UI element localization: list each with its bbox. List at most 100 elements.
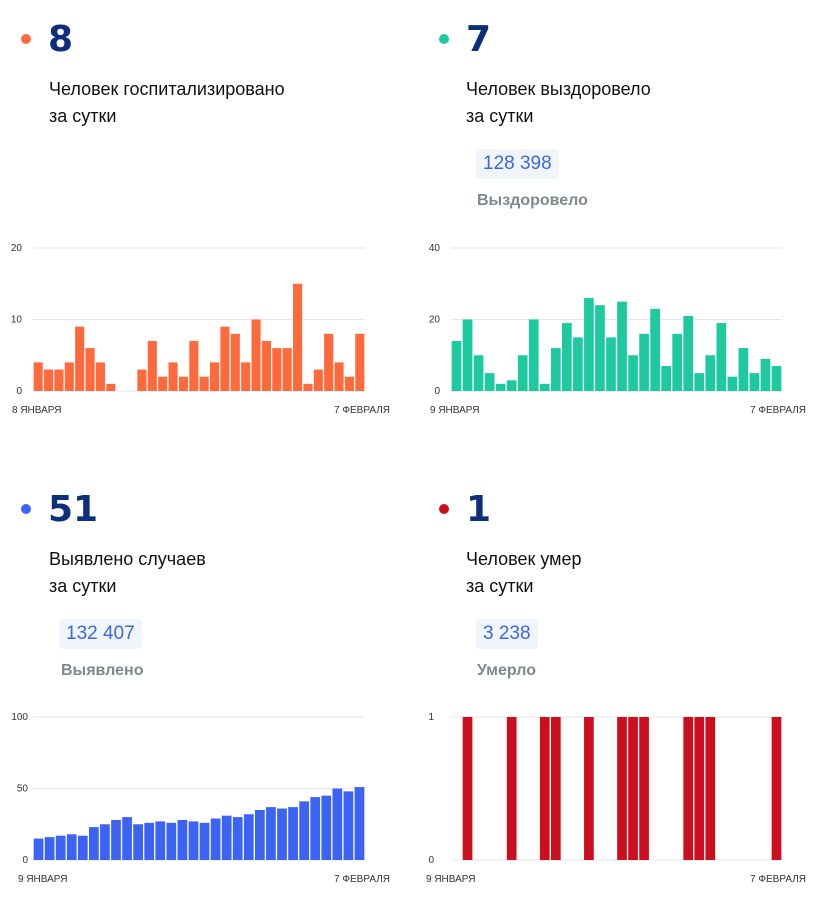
bar bbox=[324, 333, 334, 391]
bar bbox=[166, 822, 177, 860]
bar bbox=[133, 824, 143, 860]
bar bbox=[189, 340, 199, 391]
bar bbox=[243, 814, 254, 860]
hospitalized-daily-number: 8 bbox=[48, 19, 74, 60]
recovered-dot bbox=[439, 34, 449, 44]
bar bbox=[344, 376, 354, 391]
bar bbox=[595, 305, 605, 391]
x-start-label: 8 ЯНВАРЯ bbox=[12, 405, 61, 416]
bar bbox=[705, 355, 716, 391]
bar bbox=[683, 315, 694, 391]
y-tick-label: 0 bbox=[428, 855, 434, 866]
deaths-chart: 0 1 9 ЯНВАРЯ 7 ФЕВРАЛЯ bbox=[426, 712, 806, 885]
y-tick-label: 40 bbox=[429, 243, 441, 254]
bar bbox=[137, 369, 147, 391]
x-end-label: 7 ФЕВРАЛЯ bbox=[334, 874, 390, 885]
bar bbox=[584, 717, 594, 860]
bar bbox=[199, 822, 210, 860]
bar bbox=[282, 348, 292, 391]
bar bbox=[220, 326, 230, 391]
y-tick-label: 50 bbox=[17, 784, 29, 795]
bar bbox=[85, 348, 95, 391]
deaths-panel: 1 Человек умер за сутки 3 238 Умерло 0 1 9… bbox=[418, 470, 818, 906]
bar bbox=[321, 795, 332, 860]
bar bbox=[334, 362, 344, 391]
bar bbox=[310, 797, 321, 860]
bar bbox=[617, 717, 627, 860]
bar bbox=[628, 355, 638, 391]
bar bbox=[199, 376, 209, 391]
bar bbox=[100, 824, 110, 860]
recovered-caption-line1: Человек выздоровело bbox=[466, 79, 651, 99]
bar bbox=[55, 835, 66, 860]
bar bbox=[354, 787, 365, 860]
bar bbox=[355, 333, 365, 391]
bar bbox=[484, 373, 495, 392]
deaths-total-value: 3 238 bbox=[476, 619, 538, 649]
cases-total-value: 132 407 bbox=[59, 619, 142, 649]
hospitalized-panel: 8 Человек госпитализировано за сутки 0 10… bbox=[0, 0, 400, 440]
bar bbox=[251, 319, 261, 391]
bar bbox=[550, 717, 561, 860]
bar bbox=[210, 362, 220, 391]
bar bbox=[462, 717, 473, 860]
bar bbox=[293, 283, 303, 391]
bar bbox=[639, 333, 649, 391]
cases-caption-line2: за сутки bbox=[49, 576, 117, 596]
bar bbox=[64, 362, 74, 391]
bar bbox=[517, 355, 528, 391]
bar bbox=[299, 801, 309, 860]
recovered-total-value: 128 398 bbox=[476, 149, 559, 179]
bar bbox=[54, 369, 64, 391]
cases-total-label: Выявлено bbox=[61, 662, 144, 679]
bar bbox=[716, 323, 727, 391]
bar bbox=[230, 333, 240, 391]
bar bbox=[628, 717, 638, 860]
bar bbox=[639, 717, 649, 860]
y-tick-label: 100 bbox=[11, 712, 28, 723]
deaths-caption-line1: Человек умер bbox=[466, 549, 582, 569]
y-tick-label: 20 bbox=[429, 315, 441, 326]
bar bbox=[95, 362, 105, 391]
hospitalized-chart: 0 10 20 8 ЯНВАРЯ 7 ФЕВРАЛЯ bbox=[11, 243, 390, 416]
bar bbox=[539, 383, 550, 391]
bar bbox=[44, 837, 55, 860]
y-tick-label: 0 bbox=[16, 386, 22, 397]
bar bbox=[771, 365, 782, 391]
bar bbox=[694, 373, 705, 392]
cases-chart: 0 50 100 9 ЯНВАРЯ 7 ФЕВРАЛЯ bbox=[11, 712, 390, 885]
recovered-panel: 7 Человек выздоровело за сутки 128 398 В… bbox=[418, 0, 818, 440]
y-tick-label: 10 bbox=[11, 315, 23, 326]
bar bbox=[147, 340, 157, 391]
bar bbox=[584, 298, 594, 391]
bar bbox=[178, 376, 188, 391]
bar bbox=[188, 821, 199, 860]
bar bbox=[562, 323, 572, 391]
cases-dot bbox=[21, 504, 31, 514]
bar bbox=[539, 717, 550, 860]
bar bbox=[771, 717, 782, 860]
bar bbox=[528, 319, 539, 391]
bar bbox=[241, 362, 251, 391]
hospitalized-caption-line2: за сутки bbox=[49, 106, 117, 126]
bar bbox=[573, 337, 583, 392]
bar bbox=[277, 808, 287, 860]
bar bbox=[158, 376, 168, 391]
deaths-daily-number: 1 bbox=[466, 489, 492, 530]
bar bbox=[168, 362, 178, 391]
bar bbox=[550, 348, 561, 391]
bar bbox=[255, 809, 265, 860]
bar bbox=[288, 807, 298, 860]
x-start-label: 9 ЯНВАРЯ bbox=[18, 874, 67, 885]
bar bbox=[89, 827, 99, 860]
x-end-label: 7 ФЕВРАЛЯ bbox=[334, 405, 390, 416]
bar bbox=[727, 376, 738, 391]
bar bbox=[261, 340, 271, 391]
bar bbox=[221, 815, 232, 860]
recovered-daily-number: 7 bbox=[466, 19, 492, 60]
bar bbox=[495, 383, 506, 391]
x-start-label: 9 ЯНВАРЯ bbox=[430, 405, 479, 416]
recovered-caption-line2: за сутки bbox=[466, 106, 534, 126]
recovered-chart: 0 20 40 9 ЯНВАРЯ 7 ФЕВРАЛЯ bbox=[429, 243, 806, 416]
recovered-total-label: Выздоровело bbox=[477, 192, 588, 209]
